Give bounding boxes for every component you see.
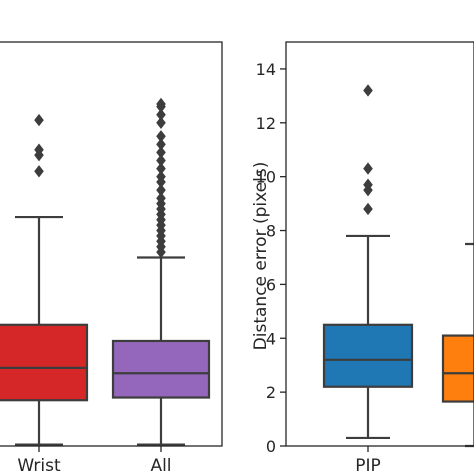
y-tick-label: 2 (266, 383, 276, 402)
interquartile-box (441, 334, 474, 403)
outlier-point (156, 130, 166, 143)
y-tick-label: 6 (266, 275, 276, 294)
y-tick-label: 4 (266, 329, 276, 348)
outlier-point (363, 162, 373, 175)
y-axis-title: Distance error (pixels) (251, 162, 271, 351)
outlier-point (156, 108, 166, 121)
outlier-point (363, 178, 373, 191)
y-tick-label: 8 (266, 222, 276, 241)
box-pip (322, 84, 414, 440)
outlier-point (34, 143, 44, 156)
y-tick-label: 0 (266, 437, 276, 456)
box-wrist (0, 113, 89, 446)
outlier-point (156, 162, 166, 175)
x-tick-label: Wrist (17, 456, 61, 474)
box-all (111, 97, 211, 446)
plot-frame (0, 41, 223, 447)
box-plot-panel-1: Wrist All (0, 41, 223, 474)
interquartile-box (111, 339, 211, 399)
interquartile-box (0, 323, 89, 402)
outlier-point (156, 170, 166, 183)
outlier-point (156, 183, 166, 197)
y-tick-label: 14 (256, 60, 276, 79)
y-tick-label: 10 (256, 168, 276, 187)
outlier-point (156, 146, 166, 159)
outlier-point (34, 113, 44, 127)
outlier-point (34, 165, 44, 178)
interquartile-box (322, 323, 414, 388)
outlier-point (156, 138, 166, 151)
outlier-point (363, 84, 373, 97)
y-tick-label: 12 (256, 114, 276, 133)
box-unlabeled (441, 242, 474, 448)
outlier-point (156, 116, 166, 129)
plot-frame (285, 41, 474, 447)
outlier-point (363, 202, 373, 216)
x-tick-label: All (150, 456, 171, 474)
x-tick-label: PIP (355, 456, 381, 474)
box-plot-panel-2: PIP 0 2 4 6 8 10 12 14 Distance error (pixels) (251, 41, 474, 474)
outlier-point (156, 192, 166, 205)
outlier-point (156, 97, 166, 111)
outlier-point (156, 154, 166, 167)
